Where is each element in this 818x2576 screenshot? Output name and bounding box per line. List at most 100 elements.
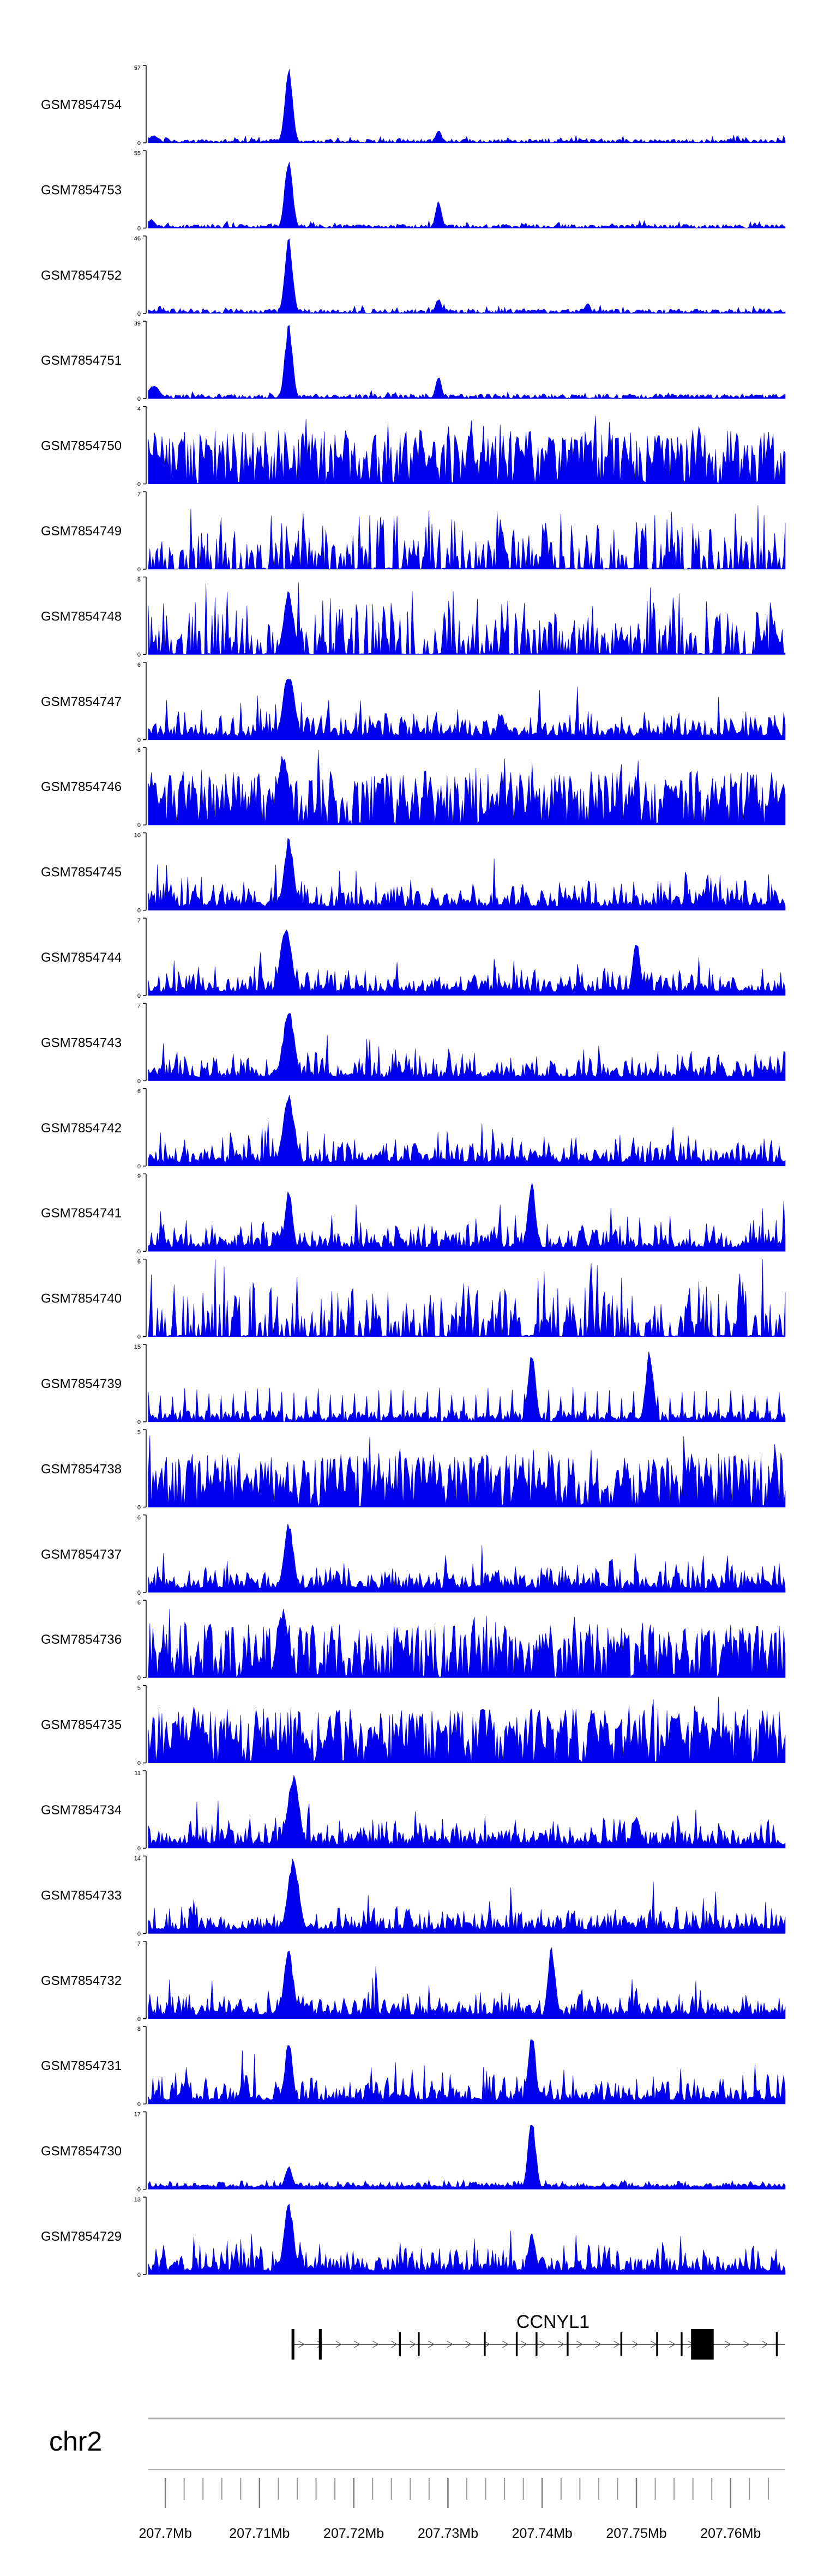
y-max-label: 6: [137, 1600, 141, 1606]
strand-arrow: [335, 2340, 342, 2348]
track-GSM7854747: GSM7854747 6 0: [41, 662, 786, 744]
coverage-area: [148, 2039, 786, 2104]
track-label: GSM7854753: [41, 183, 122, 197]
coverage-area: [148, 1697, 786, 1763]
track-GSM7854749: GSM7854749 7 0: [41, 491, 786, 573]
strand-arrow: [576, 2340, 583, 2348]
strand-arrow: [372, 2340, 379, 2348]
track-label: GSM7854729: [41, 2229, 122, 2244]
coverage-area: [148, 1095, 786, 1167]
y-max-label: 8: [137, 576, 141, 583]
track-GSM7854742: GSM7854742 6 0: [41, 1088, 786, 1170]
gene-exon: [656, 2332, 658, 2356]
y-max-label: 11: [135, 1770, 141, 1777]
track-GSM7854748: GSM7854748 8 0: [41, 576, 786, 658]
y-max-label: 14: [134, 1855, 141, 1862]
coverage-area: [148, 238, 786, 314]
gene-exon: [536, 2332, 538, 2356]
gene-exon: [484, 2332, 486, 2356]
y-min-label: 0: [137, 1504, 141, 1511]
y-min-label: 0: [137, 651, 141, 658]
tick-label: 207.7Mb: [139, 2526, 191, 2541]
track-label: GSM7854737: [41, 1547, 122, 1562]
strand-arrow: [391, 2340, 398, 2348]
coverage-area: [148, 1947, 786, 2019]
y-max-label: 6: [137, 1259, 141, 1265]
strand-arrow: [614, 2340, 620, 2348]
y-min-label: 0: [137, 225, 141, 232]
gene-exon: [418, 2332, 420, 2356]
y-max-label: 4: [137, 406, 141, 413]
y-max-label: 8: [137, 2026, 141, 2032]
y-max-label: 6: [137, 662, 141, 668]
tick-label: 207.73Mb: [418, 2526, 478, 2541]
y-max-label: 9: [137, 1173, 141, 1180]
strand-arrow: [428, 2340, 435, 2348]
y-max-label: 10: [134, 832, 141, 839]
tick-label: 207.74Mb: [512, 2526, 573, 2541]
strand-arrow: [502, 2340, 509, 2348]
y-min-label: 0: [137, 140, 141, 147]
track-label: GSM7854731: [41, 2059, 122, 2073]
track-GSM7854729: GSM7854729 13 0: [41, 2197, 786, 2278]
strand-arrow: [762, 2340, 768, 2348]
y-max-label: 46: [134, 236, 141, 242]
y-max-label: 5: [137, 1685, 141, 1692]
y-min-label: 0: [137, 1760, 141, 1767]
track-label: GSM7854733: [41, 1888, 122, 1903]
coverage-area: [148, 679, 786, 740]
coverage-area: [148, 505, 786, 570]
coverage-area: [148, 69, 786, 143]
y-min-label: 0: [137, 566, 141, 573]
track-GSM7854750: GSM7854750 4 0: [41, 406, 786, 488]
track-label: GSM7854732: [41, 1974, 122, 1988]
y-max-label: 57: [134, 65, 141, 71]
track-label: GSM7854752: [41, 268, 122, 283]
track-label: GSM7854736: [41, 1632, 122, 1647]
gene-exon: [399, 2332, 401, 2356]
strand-arrow: [632, 2340, 639, 2348]
y-min-label: 0: [137, 1590, 141, 1596]
gene-annotation-track: CCNYL1: [291, 2312, 785, 2360]
track-label: GSM7854730: [41, 2144, 122, 2159]
y-max-label: 13: [134, 2197, 141, 2203]
gene-exon: [318, 2329, 322, 2360]
y-min-label: 0: [137, 993, 141, 999]
track-GSM7854733: GSM7854733 14 0: [41, 1855, 786, 1937]
coverage-area: [148, 750, 786, 825]
y-min-label: 0: [137, 908, 141, 914]
strand-arrow: [743, 2340, 750, 2348]
y-max-label: 6: [137, 1088, 141, 1095]
gene-exon: [775, 2332, 778, 2356]
track-label: GSM7854754: [41, 98, 122, 112]
gene-exon: [681, 2332, 683, 2356]
y-min-label: 0: [137, 2101, 141, 2108]
track-GSM7854746: GSM7854746 6 0: [41, 747, 786, 829]
coverage-area: [148, 162, 786, 229]
gene-exon: [691, 2329, 714, 2360]
y-max-label: 7: [137, 1941, 141, 1947]
track-GSM7854734: GSM7854734 11 0: [41, 1770, 786, 1852]
y-max-label: 6: [137, 747, 141, 753]
tick-label: 207.72Mb: [323, 2526, 384, 2541]
coverage-area: [148, 1435, 786, 1507]
gene-exon: [567, 2332, 569, 2356]
track-label: GSM7854741: [41, 1206, 122, 1221]
strand-arrow: [669, 2340, 676, 2348]
y-min-label: 0: [137, 822, 141, 829]
tick-label: 207.76Mb: [700, 2526, 761, 2541]
track-GSM7854751: GSM7854751 39 0: [41, 321, 786, 402]
y-min-label: 0: [137, 2187, 141, 2193]
y-min-label: 0: [137, 311, 141, 317]
strand-arrow: [595, 2340, 602, 2348]
track-label: GSM7854740: [41, 1292, 122, 1306]
track-GSM7854754: GSM7854754 57 0: [41, 65, 786, 147]
y-min-label: 0: [137, 2272, 141, 2278]
track-GSM7854732: GSM7854732 7 0: [41, 1941, 786, 2023]
track-label: GSM7854749: [41, 524, 122, 539]
y-min-label: 0: [137, 1248, 141, 1255]
gene-exon: [620, 2332, 623, 2356]
y-max-label: 17: [134, 2112, 141, 2118]
tick-label: 207.71Mb: [229, 2526, 290, 2541]
